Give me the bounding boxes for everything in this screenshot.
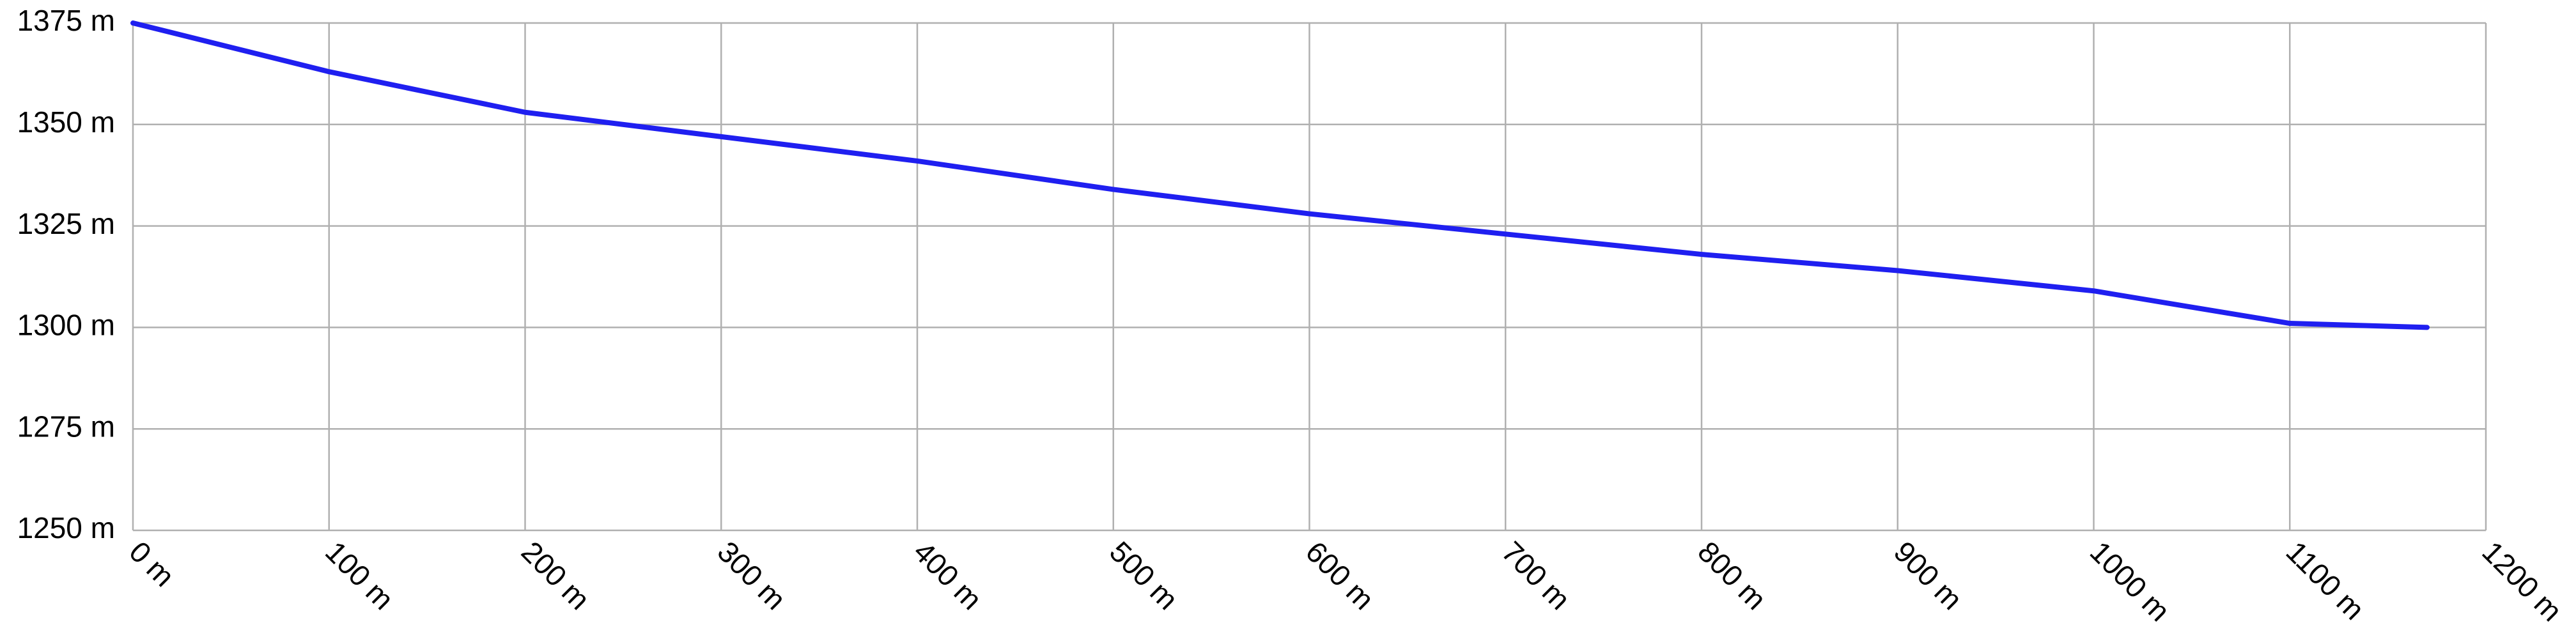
y-tick-label: 1275 m: [17, 410, 115, 443]
x-tick-label: 500 m: [1103, 535, 1184, 616]
y-tick-label: 1325 m: [17, 207, 115, 240]
x-tick-label: 100 m: [319, 535, 400, 616]
line: [130, 20, 2430, 330]
y-tick-label: 1350 m: [17, 105, 115, 139]
x-tick-label: 900 m: [1888, 535, 1969, 616]
x-tick-label: 800 m: [1691, 535, 1773, 616]
x-tick-label: 600 m: [1300, 535, 1381, 616]
x-tick-label: 1000 m: [2084, 535, 2176, 627]
x-tick-label: 1100 m: [2280, 535, 2371, 626]
y-tick-label: 1300 m: [17, 309, 115, 342]
x-tick-label: 0 m: [123, 535, 181, 593]
y-tick-label: 1250 m: [17, 511, 115, 544]
x-tick-label: 1200 m: [2476, 535, 2568, 627]
y-tick-label: 1375 m: [17, 4, 115, 37]
x-tick-label: 200 m: [515, 535, 596, 616]
x-tick-label: 700 m: [1496, 535, 1577, 616]
x-tick-label: 400 m: [907, 535, 988, 616]
x-tick-label: 300 m: [711, 535, 793, 616]
